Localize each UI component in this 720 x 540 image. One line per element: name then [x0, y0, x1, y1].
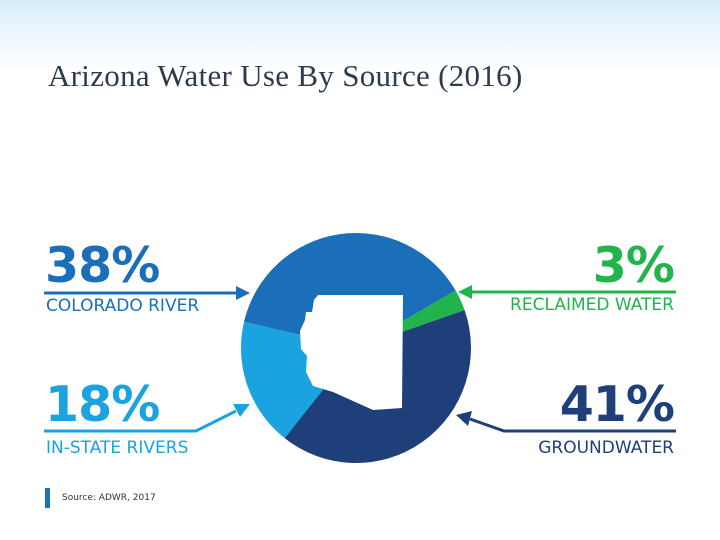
in-state-rivers-arrow: [44, 409, 237, 433]
source-note: Source: ADWR, 2017: [45, 488, 156, 508]
in-state-rivers-arrowhead: [233, 404, 250, 417]
arizona-state-icon: [300, 295, 403, 410]
in-state-rivers-percent: 18%: [45, 376, 160, 433]
source-text: Source: ADWR, 2017: [62, 493, 156, 503]
in-state-rivers-label: IN-STATE RIVERS: [46, 438, 189, 458]
colorado-river-arrowhead: [236, 286, 250, 300]
colorado-river-label: COLORADO RIVER: [46, 296, 200, 316]
reclaimed-water-arrowhead: [458, 285, 472, 299]
groundwater-arrow: [469, 417, 676, 433]
colorado-river-percent: 38%: [45, 237, 160, 294]
reclaimed-water-percent: 3%: [592, 237, 675, 294]
groundwater-percent: 41%: [559, 376, 675, 433]
header-gradient: [0, 0, 720, 70]
groundwater-label: GROUNDWATER: [538, 438, 674, 458]
reclaimed-water-label: RECLAIMED WATER: [510, 295, 674, 315]
groundwater-arrowhead: [456, 411, 472, 426]
slide-title: Arizona Water Use By Source (2016): [48, 58, 523, 93]
source-accent-bar: [45, 488, 50, 508]
